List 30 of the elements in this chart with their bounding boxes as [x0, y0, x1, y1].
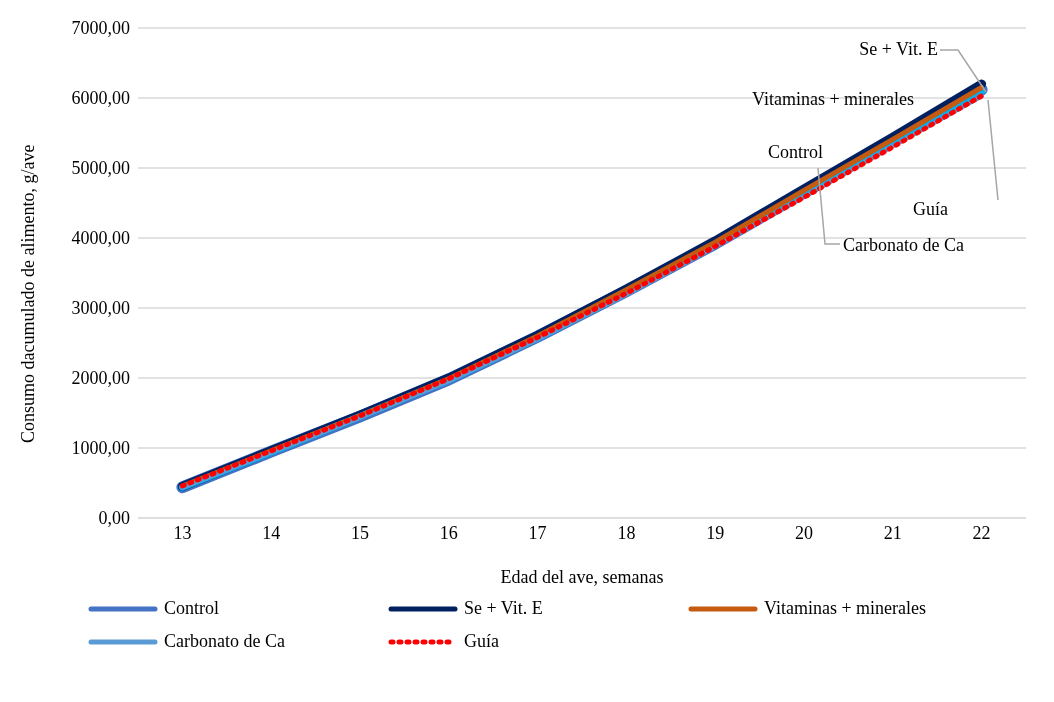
y-tick-label: 3000,00	[71, 298, 130, 319]
x-axis-title: Edad del ave, semanas	[500, 567, 664, 587]
x-tick-label: 14	[262, 522, 281, 543]
legend-label: Vitaminas + minerales	[764, 598, 927, 619]
y-tick-label: 5000,00	[71, 158, 130, 179]
annotation: Se + Vit. E	[858, 38, 938, 60]
y-tick-label: 7000,00	[71, 18, 130, 39]
y-tick-label: 1000,00	[71, 438, 130, 459]
annotation: Carbonato de Ca	[843, 234, 965, 256]
y-tick-label: 6000,00	[71, 88, 130, 109]
legend-label: Guía	[464, 631, 499, 652]
x-tick-label: 15	[351, 522, 369, 543]
x-tick-label: 17	[528, 522, 547, 543]
annotation: Vitaminas + minerales	[751, 88, 915, 110]
y-tick-label: 4000,00	[71, 228, 130, 249]
x-tick-label: 13	[173, 522, 192, 543]
x-tick-label: 20	[795, 522, 813, 543]
legend-label: Control	[164, 598, 220, 619]
x-tick-label: 18	[617, 522, 636, 543]
x-tick-label: 22	[972, 522, 991, 543]
annotation: Control	[768, 141, 824, 163]
y-tick-label: 0,00	[98, 508, 130, 529]
y-axis-title: Consumo dacumulado de alimento, g/ave	[18, 144, 39, 443]
legend-label: Carbonato de Ca	[164, 631, 285, 652]
legend-label: Se + Vit. E	[464, 598, 543, 619]
y-tick-label: 2000,00	[71, 368, 130, 389]
x-tick-label: 19	[706, 522, 725, 543]
x-tick-label: 21	[883, 522, 902, 543]
x-tick-label: 16	[439, 522, 458, 543]
annotation: Guía	[913, 198, 949, 220]
